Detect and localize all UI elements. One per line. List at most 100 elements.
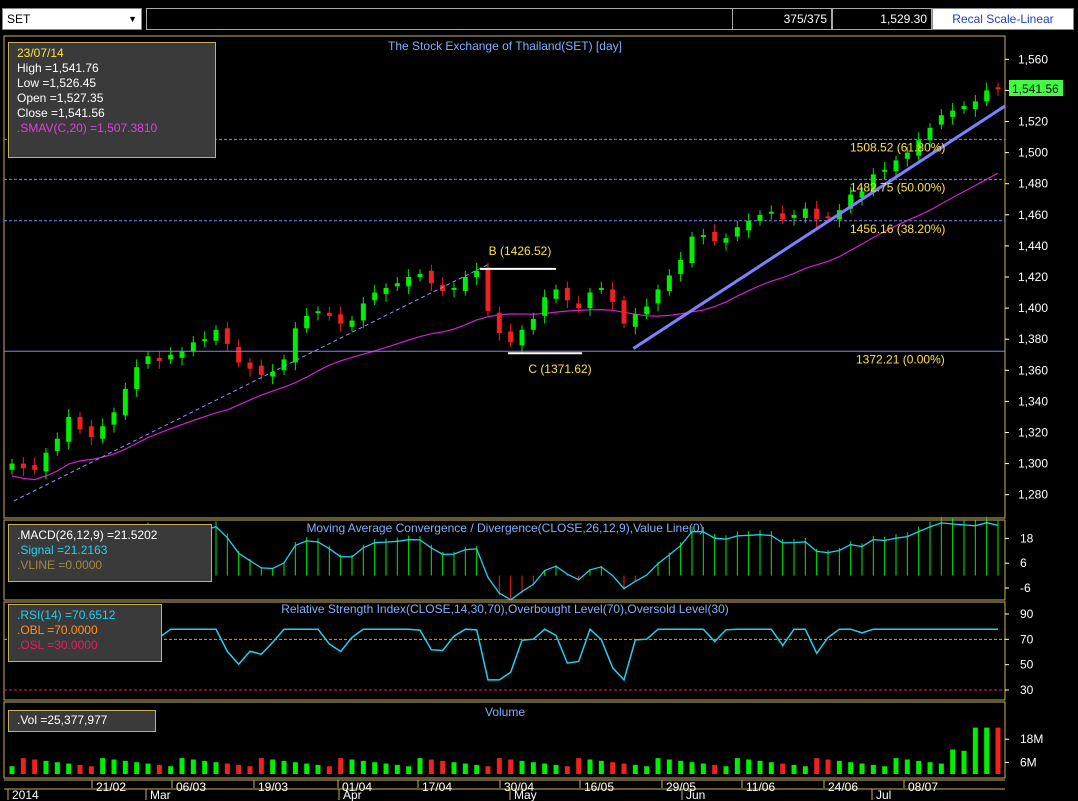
candle-down (236, 346, 242, 363)
candle-up (757, 214, 763, 222)
volume-bar (224, 763, 230, 774)
info-close: Close =1,541.56 (17, 106, 105, 120)
month-tick-label: Jul (876, 788, 891, 801)
macd-tick-label: -6 (1020, 581, 1031, 595)
candle-down (576, 303, 582, 309)
price-tick-label: 1,280 (1018, 488, 1048, 502)
macd-tick-label: 6 (1020, 556, 1027, 570)
volume-bar (712, 764, 718, 774)
volume-bar (111, 759, 117, 774)
info-low: Low =1,526.45 (17, 76, 97, 90)
volume-bar (281, 760, 287, 774)
volume-bar (734, 758, 740, 774)
symbol-value: SET (7, 12, 31, 26)
candle-up (734, 227, 740, 237)
volume-bar (349, 759, 355, 774)
candle-up (292, 328, 298, 363)
volume-bar (428, 759, 434, 774)
fib-level-label: 1508.52 (61.80%) (850, 140, 945, 154)
date-tick-label: 30/04 (504, 780, 534, 794)
candle-down (485, 267, 491, 312)
vol-value: .Vol =25,377,977 (17, 713, 108, 727)
volume-bar (542, 763, 548, 774)
candle-down (224, 328, 230, 344)
candle-down (428, 270, 434, 284)
last-price: 1,529.30 (832, 8, 932, 30)
volume-bar (927, 762, 933, 774)
price-tick-label: 1,500 (1018, 146, 1048, 160)
volume-bar (360, 760, 366, 774)
candle-down (326, 312, 332, 316)
recal-scale-button[interactable]: Recal Scale-Linear (932, 8, 1074, 30)
volume-bar (462, 763, 468, 774)
candle-up (542, 297, 548, 316)
candle-down (338, 314, 344, 324)
candle-up (791, 214, 797, 218)
volume-bar (190, 759, 196, 774)
candle-up (859, 191, 865, 198)
signal-value: .Signal =21.2163 (17, 543, 108, 557)
vline-value: .VLINE =0.0000 (17, 558, 103, 572)
date-tick-label: 11/06 (746, 780, 775, 794)
candle-down (496, 312, 502, 333)
rsi-panel-frame (3, 601, 1006, 701)
candle-up (961, 105, 967, 110)
candle-up (870, 174, 876, 192)
candle-up (43, 452, 49, 472)
candle-up (383, 287, 389, 295)
candle-up (904, 152, 910, 159)
volume-bar (564, 766, 570, 774)
last-price-tag-label: 1,541.56 (1012, 82, 1059, 96)
sma20-line (11, 172, 999, 481)
candle-up (916, 140, 922, 156)
candle-up (100, 426, 106, 439)
volume-panel-frame (3, 701, 1006, 779)
price-tick-label: 1,360 (1018, 363, 1048, 377)
symbol-select[interactable]: SET ▼ (2, 8, 142, 30)
candle-down (780, 213, 786, 220)
rsi-tick-label: 90 (1020, 607, 1034, 621)
candle-down (712, 231, 718, 242)
volume-bar (145, 763, 151, 774)
candle-up (802, 208, 808, 218)
volume-bar (746, 759, 752, 774)
candle-up (474, 270, 480, 277)
candle-down (621, 300, 627, 324)
candle-up (145, 356, 151, 365)
rsi-tick-label: 70 (1020, 632, 1034, 646)
candle-up (927, 127, 933, 141)
candle-down (88, 426, 94, 438)
volume-bar (134, 762, 140, 774)
month-tick-label: Mar (150, 788, 171, 801)
volume-chart-title: Volume (485, 705, 525, 719)
volume-bar (54, 762, 60, 774)
last-price-tag (1009, 79, 1063, 96)
candle-up (372, 292, 378, 301)
osl-value: .OSL =30.0000 (17, 638, 98, 652)
rsi-value: .RSI(14) =70.6512 (17, 608, 116, 622)
candle-up (587, 292, 593, 309)
volume-bar (236, 764, 242, 774)
volume-bar (848, 762, 854, 774)
volume-bar (666, 759, 672, 774)
rsi-tick-label: 30 (1020, 683, 1034, 697)
volume-bar (485, 766, 491, 774)
macd-tick-label: 18 (1020, 531, 1034, 545)
volume-tick-label: 6M (1020, 755, 1037, 769)
chevron-down-icon[interactable]: ▼ (128, 14, 137, 24)
volume-bar (406, 766, 412, 774)
volume-bar (519, 760, 525, 774)
date-tick-label: 29/05 (666, 780, 696, 794)
candle-up (598, 287, 604, 290)
bar-count: 375/375 (732, 8, 832, 30)
candle-up (882, 169, 888, 172)
volume-bar (315, 764, 321, 774)
candle-up (700, 235, 706, 238)
price-tick-label: 1,300 (1018, 457, 1048, 471)
volume-info-box: .Vol =25,377,977 (8, 710, 156, 732)
volume-tick-label: 18M (1020, 732, 1043, 746)
volume-bar (723, 766, 729, 774)
volume-bar (258, 758, 264, 774)
candle-down (32, 465, 38, 470)
